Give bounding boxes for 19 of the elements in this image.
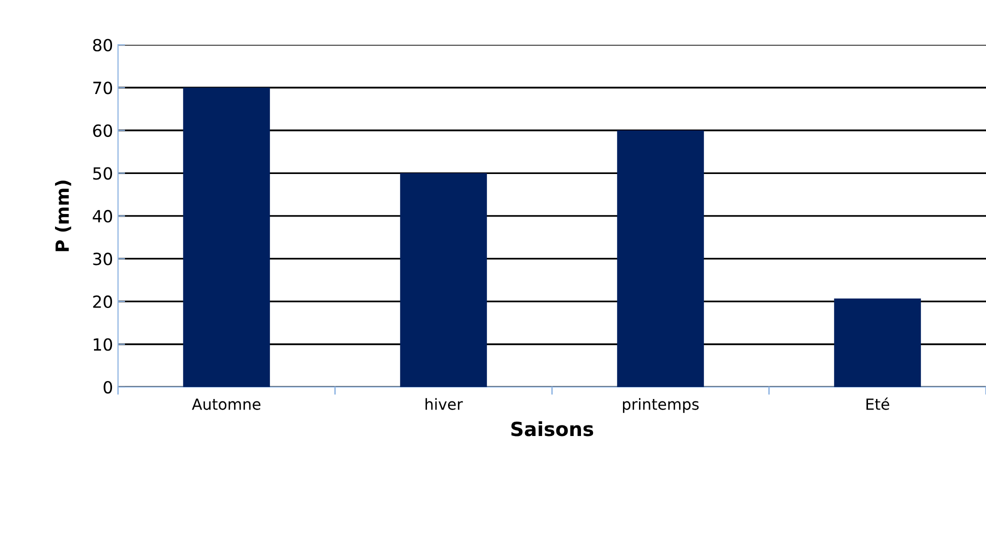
bar [400,173,487,388]
bar [617,130,704,388]
x-tick-label: Eté [866,398,890,410]
bar [183,88,270,388]
y-axis-title: P (mm) [55,180,72,252]
y-tick-label: 60 [93,124,112,137]
y-tick-label: 20 [93,295,112,308]
y-tick-label: 70 [93,82,112,94]
x-tick-label: Automne [192,398,260,410]
y-tick-label: 40 [92,210,112,222]
x-axis-title: Saisons [511,421,594,436]
y-tick-label: 10 [94,338,112,351]
x-tick-label: printemps [622,398,699,413]
y-tick-label: 0 [104,380,112,394]
y-tick-label: 50 [93,167,112,180]
y-tick-label: 30 [93,252,112,266]
y-tick-label: 80 [93,38,112,52]
x-tick-label: hiver [426,398,463,410]
bar [834,298,921,388]
